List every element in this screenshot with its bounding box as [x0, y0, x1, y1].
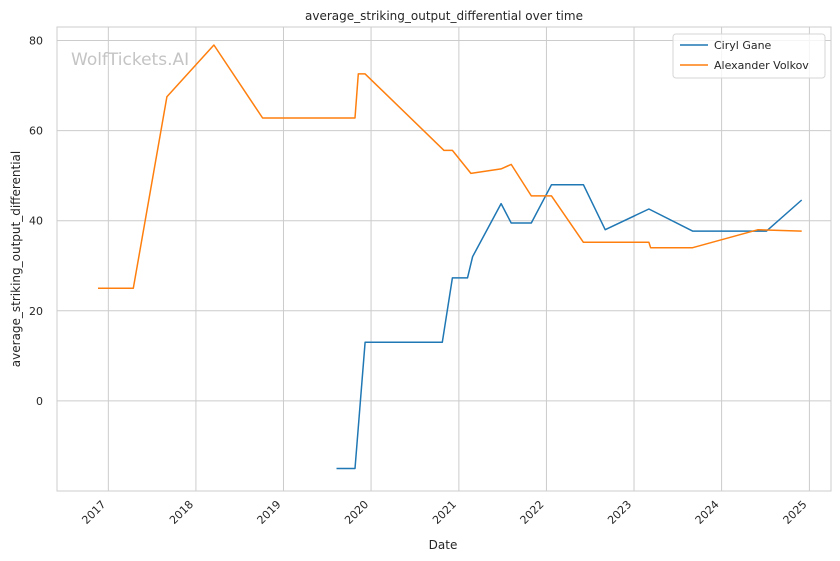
x-tick-label: 2023	[605, 498, 634, 527]
legend-box	[672, 33, 826, 79]
x-tick-label: 2025	[781, 498, 810, 527]
series-line-alexander-volkov	[98, 44, 802, 290]
watermark: WolfTickets.AI	[71, 50, 189, 70]
legend-label-alexander-volkov: Alexander Volkov	[714, 59, 809, 72]
y-tick-label: 40	[29, 215, 43, 228]
chart-title: average_striking_output_differential ove…	[305, 9, 583, 23]
legend: Ciryl Gane Alexander Volkov	[672, 33, 826, 79]
x-tick-label: 2017	[79, 498, 108, 527]
y-axis-ticks: 0 20 40 60 80	[29, 35, 43, 408]
y-axis-label: average_striking_output_differential	[9, 151, 23, 367]
y-tick-label: 20	[29, 305, 43, 318]
y-tick-label: 60	[29, 125, 43, 138]
series-layer	[98, 44, 803, 470]
x-tick-label: 2020	[342, 498, 371, 527]
y-tick-label: 0	[36, 395, 43, 408]
y-tick-label: 80	[29, 35, 43, 48]
x-tick-label: 2021	[430, 498, 459, 527]
x-tick-label: 2018	[167, 498, 196, 527]
legend-label-ciryl-gane: Ciryl Gane	[714, 39, 772, 52]
x-tick-label: 2022	[518, 498, 547, 527]
x-tick-label: 2019	[255, 498, 284, 527]
x-tick-label: 2024	[693, 498, 722, 527]
x-axis-label: Date	[429, 538, 458, 552]
series-line-ciryl-gane	[336, 183, 803, 470]
plot-area	[56, 26, 832, 492]
x-axis-ticks: 2017 2018 2019 2020 2021 2022 2023 2024 2025	[79, 498, 809, 527]
